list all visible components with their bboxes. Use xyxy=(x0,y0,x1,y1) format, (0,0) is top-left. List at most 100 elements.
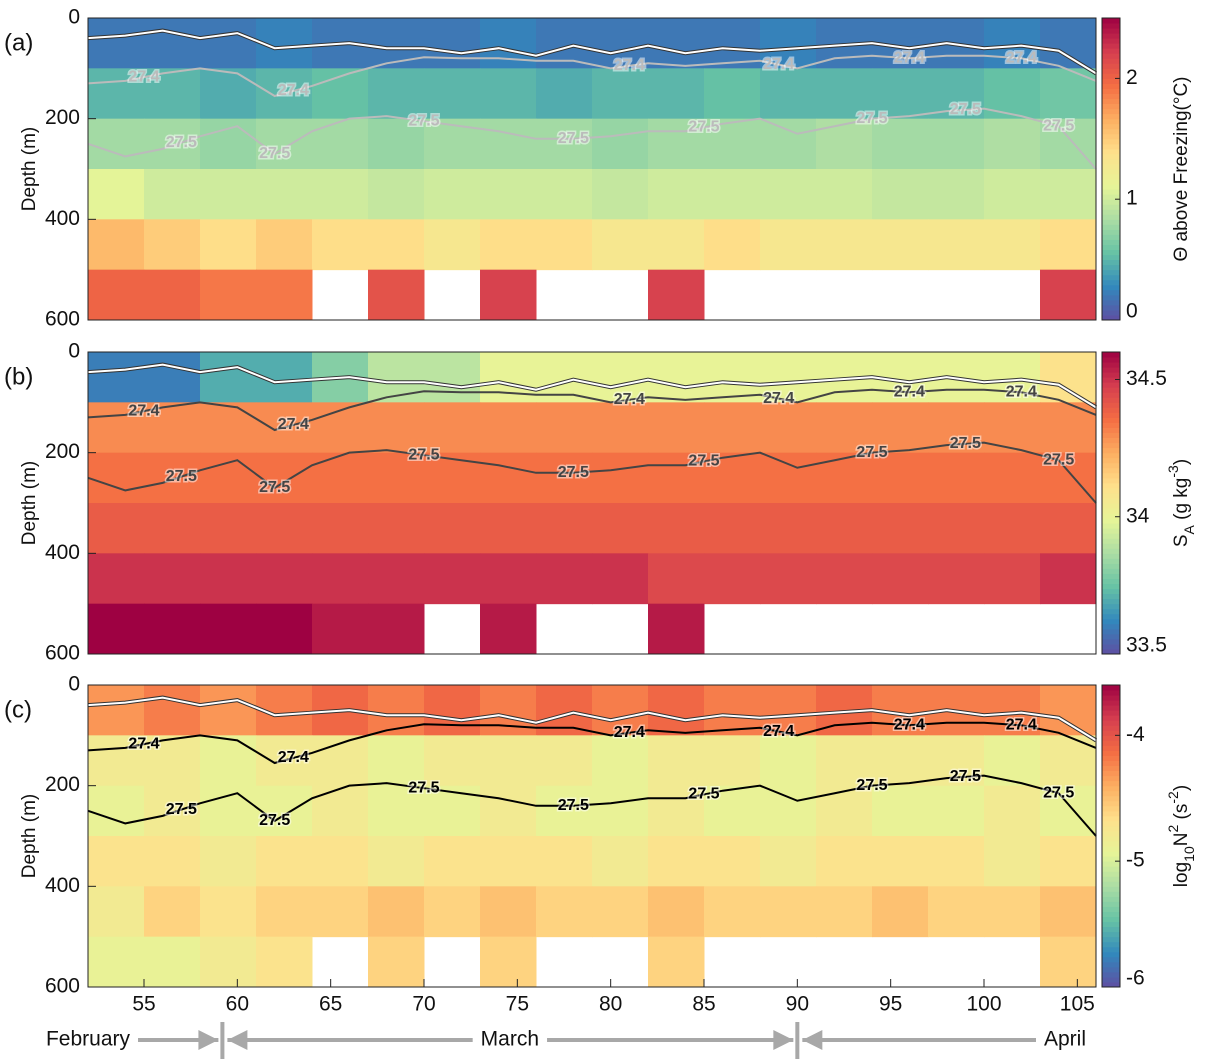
colorbar-swatch xyxy=(1102,961,1120,968)
heat-cell xyxy=(760,352,817,403)
colorbar-swatch xyxy=(1102,234,1120,240)
colorbar-swatch xyxy=(1102,407,1120,413)
contour-label: 27.5 xyxy=(1043,784,1074,801)
heat-cell xyxy=(424,503,481,554)
heat-cell xyxy=(816,836,873,887)
colorbar-tick-label: 33.5 xyxy=(1126,634,1167,657)
colorbar-label-part: 2 xyxy=(1165,825,1181,833)
heat-cell xyxy=(648,603,705,655)
colorbar-swatch xyxy=(1102,462,1120,469)
colorbar-swatch xyxy=(1102,638,1120,645)
contour-label: 27.4 xyxy=(1006,49,1037,66)
x-tick-label: 60 xyxy=(226,993,249,1016)
heat-cell xyxy=(1040,553,1097,605)
heat-cell xyxy=(984,886,1041,938)
heat-cell xyxy=(1040,503,1097,554)
heat-cell xyxy=(312,219,369,271)
heat-cell xyxy=(200,452,257,504)
heat-cell xyxy=(592,219,649,271)
colorbar-tick-label: -6 xyxy=(1126,967,1145,990)
heat-cell xyxy=(984,118,1041,170)
heat-cell xyxy=(1040,269,1097,321)
heat-cell xyxy=(256,553,313,605)
colorbar-swatch xyxy=(1102,775,1120,782)
colorbar-swatch xyxy=(1102,304,1120,311)
colorbar-swatch xyxy=(1102,725,1120,731)
heat-cell xyxy=(256,503,313,554)
heat-cell xyxy=(1040,68,1097,120)
heat-cell xyxy=(312,169,369,220)
colorbar-swatch xyxy=(1102,259,1120,266)
heat-cell xyxy=(256,269,313,321)
colorbar-swatch xyxy=(1102,367,1120,373)
heat-cell xyxy=(984,785,1041,837)
heat-cell xyxy=(984,402,1041,454)
heat-cell xyxy=(704,685,761,736)
colorbar-swatch xyxy=(1102,623,1120,630)
colorbar-swatch xyxy=(1102,825,1120,832)
heat-cell xyxy=(424,68,481,120)
contour-label: 27.5 xyxy=(558,130,589,147)
heat-cell xyxy=(648,836,705,887)
heat-cell xyxy=(1040,785,1097,837)
heat-cell xyxy=(536,886,593,938)
colorbar-swatch xyxy=(1102,492,1120,499)
heat-cell xyxy=(872,169,929,220)
heat-cell xyxy=(200,352,257,403)
heat-cell xyxy=(536,503,593,554)
heat-cell xyxy=(144,169,201,220)
heat-cell xyxy=(368,118,425,170)
colorbar-swatch xyxy=(1102,685,1120,691)
colorbar-swatch xyxy=(1102,174,1120,180)
heat-cell xyxy=(648,402,705,454)
colorbar-swatch xyxy=(1102,299,1120,306)
heat-cell xyxy=(368,503,425,554)
colorbar-label: SA (g kg-3) xyxy=(1165,459,1197,547)
colorbar-swatch xyxy=(1102,911,1120,918)
heat-cell xyxy=(424,352,481,403)
heat-cell xyxy=(648,685,705,736)
colorbar-swatch xyxy=(1102,578,1120,585)
heat-cell xyxy=(88,886,145,938)
heat-cell xyxy=(704,836,761,887)
heat-cell xyxy=(312,118,369,170)
colorbar-swatch xyxy=(1102,457,1120,464)
heat-cell xyxy=(536,452,593,504)
colorbar-swatch xyxy=(1102,633,1120,640)
heat-cell xyxy=(536,68,593,120)
heat-cell xyxy=(368,685,425,736)
colorbar-swatch xyxy=(1102,765,1120,772)
heat-cell xyxy=(704,553,761,605)
colorbar-swatch xyxy=(1102,720,1120,726)
colorbar-swatch xyxy=(1102,906,1120,912)
colorbar-swatch xyxy=(1102,392,1120,398)
month-arrowhead xyxy=(227,1030,248,1050)
heat-cell xyxy=(760,735,817,787)
colorbar-swatch xyxy=(1102,815,1120,822)
contour-label: 27.4 xyxy=(1006,716,1037,733)
colorbar-swatch xyxy=(1102,148,1120,155)
heat-cell xyxy=(704,785,761,837)
heat-cell xyxy=(816,402,873,454)
heat-cell xyxy=(816,219,873,271)
colorbar-swatch xyxy=(1102,169,1120,175)
colorbar-swatch xyxy=(1102,643,1120,650)
heat-cell xyxy=(144,18,201,69)
colorbar-swatch xyxy=(1102,593,1120,600)
heat-cell xyxy=(592,169,649,220)
colorbar-swatch xyxy=(1102,123,1120,130)
heat-cell xyxy=(984,452,1041,504)
contour-label: 27.4 xyxy=(763,390,794,407)
colorbar-swatch xyxy=(1102,901,1120,907)
colorbar-swatch xyxy=(1102,377,1120,383)
heat-cell xyxy=(816,886,873,938)
colorbar-swatch xyxy=(1102,558,1120,564)
contour-label: 27.5 xyxy=(408,779,439,796)
heat-cell xyxy=(368,269,425,321)
colorbar-swatch xyxy=(1102,352,1120,358)
heat-cell xyxy=(144,735,201,787)
heat-cell xyxy=(760,452,817,504)
heat-cell xyxy=(592,553,649,605)
colorbar-label-part: Θ above Freezing(°C) xyxy=(1171,77,1192,262)
mixed-layer-line xyxy=(87,696,1097,742)
